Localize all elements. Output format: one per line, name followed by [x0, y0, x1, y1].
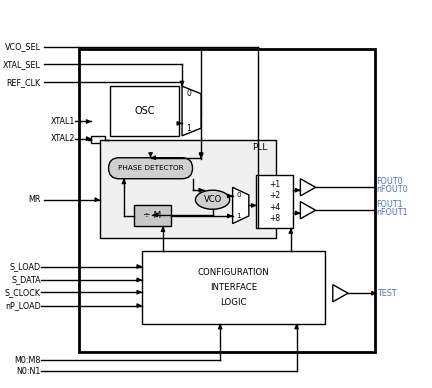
Bar [257, 175, 293, 229]
Text: nFOUT1: nFOUT1 [377, 208, 408, 217]
Text: PHASE DETECTOR: PHASE DETECTOR [118, 165, 183, 171]
Text: +4: +4 [269, 203, 280, 212]
Text: INTERFACE: INTERFACE [210, 283, 257, 292]
Text: +8: +8 [269, 214, 280, 223]
Polygon shape [300, 179, 316, 196]
Text: M0:M8: M0:M8 [14, 355, 41, 364]
Text: LOGIC: LOGIC [220, 298, 247, 307]
Polygon shape [300, 202, 316, 219]
Text: +1: +1 [269, 180, 280, 189]
Ellipse shape [195, 190, 230, 209]
Polygon shape [182, 86, 201, 136]
Bar [100, 140, 276, 238]
Text: S_DATA: S_DATA [11, 275, 41, 284]
Text: TEST: TEST [377, 289, 396, 298]
Text: FOUT1: FOUT1 [377, 200, 403, 209]
Text: VCO: VCO [203, 195, 222, 204]
Text: ÷ M: ÷ M [143, 211, 162, 220]
Text: 1: 1 [186, 124, 191, 133]
Text: S_CLOCK: S_CLOCK [5, 288, 41, 297]
Text: 0: 0 [186, 89, 191, 98]
Bar [134, 206, 171, 227]
Text: 1: 1 [236, 213, 241, 219]
Text: nFOUT0: nFOUT0 [377, 185, 408, 194]
Text: S_LOAD: S_LOAD [10, 262, 41, 271]
Text: PLL: PLL [251, 143, 267, 152]
Bar [142, 251, 325, 324]
Text: XTAL1: XTAL1 [51, 117, 75, 126]
Text: XTAL2: XTAL2 [51, 134, 75, 143]
Text: XTAL_SEL: XTAL_SEL [3, 60, 41, 69]
Text: 0: 0 [236, 192, 241, 198]
Text: MR: MR [29, 195, 41, 204]
Text: OSC: OSC [135, 106, 155, 116]
FancyBboxPatch shape [108, 158, 193, 179]
Polygon shape [232, 187, 249, 223]
Text: +2: +2 [269, 191, 280, 201]
Polygon shape [333, 285, 348, 302]
Text: VCO_SEL: VCO_SEL [5, 43, 41, 52]
Text: FOUT0: FOUT0 [377, 177, 403, 186]
Bar [92, 136, 105, 144]
Bar [111, 86, 179, 136]
Text: CONFIGURATION: CONFIGURATION [198, 268, 270, 277]
Text: N0:N1: N0:N1 [16, 367, 41, 376]
Text: nP_LOAD: nP_LOAD [5, 301, 41, 310]
Bar [79, 49, 375, 352]
Text: REF_CLK: REF_CLK [7, 78, 41, 87]
